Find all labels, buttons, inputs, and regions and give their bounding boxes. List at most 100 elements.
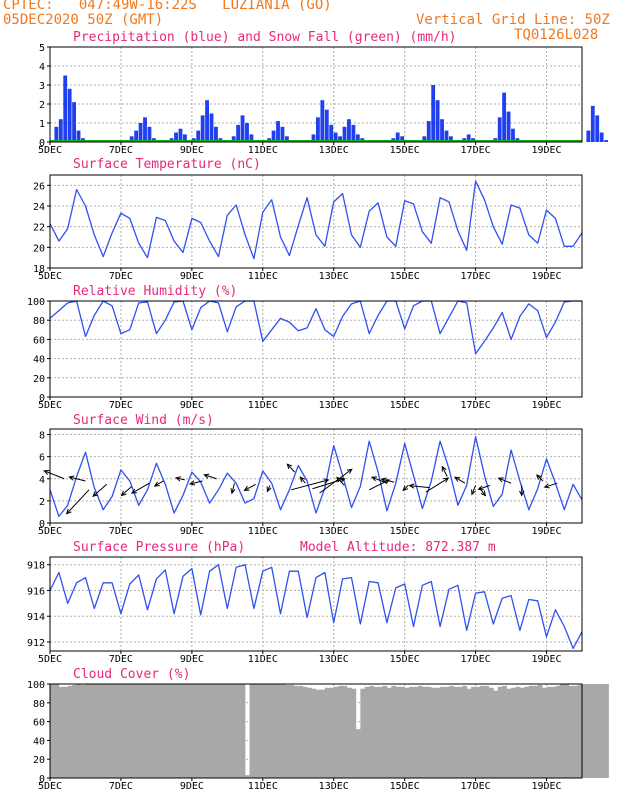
cloud-cover-bar [138,684,144,778]
wind-arrow [544,482,558,488]
cloud-cover-bar [488,687,494,778]
cloud-cover-bar [169,684,175,778]
x-tick-label: 15DEC [390,654,420,665]
cloud-cover-bar [67,685,73,778]
x-tick-label: 11DEC [248,654,278,665]
cloud-cover-bar [533,685,538,778]
cloud-cover-bar [449,685,454,778]
x-tick-label: 5DEC [38,654,62,665]
cloud-cover-bar [253,684,259,778]
cloud-cover-bar [595,684,601,778]
panel-frame [49,683,583,779]
wind-arrow [471,485,477,495]
precip-bar [435,100,440,142]
header-location: CPTEC: 047:49W-16:22S LUZIANIA (GO) [3,0,332,13]
x-tick-label: 9DEC [180,271,204,282]
x-tick-label: 5DEC [38,526,62,537]
y-tick-label: 100 [27,297,45,308]
wind-arrow [286,463,296,473]
wind-arrow [244,483,256,491]
cloud-cover-bar [351,688,357,778]
wind-arrow [368,479,390,491]
cloud-cover-bar [471,686,476,778]
cloud-cover-bar [262,684,268,778]
cloud-cover-bar [386,687,392,778]
precip-bar [67,88,72,142]
y-tick-label: 40 [33,355,45,366]
wind-arrow [425,477,449,493]
y-tick-label: 3 [39,81,45,92]
cloud-cover-bar [382,685,388,778]
x-tick-label: 19DEC [531,654,561,665]
y-tick-label: 60 [33,335,45,346]
cloud-cover-bar [112,684,117,778]
cloud-cover-bar [280,684,286,778]
panel-frame [49,46,583,143]
wind-arrow-head [535,474,542,480]
precip-bar [174,132,178,142]
cloud-cover-bar [360,688,366,778]
x-tick-label: 13DEC [319,145,349,156]
cloud-cover-bar [400,686,405,778]
cloud-cover-bar [85,684,91,778]
x-tick-label: 17DEC [461,654,491,665]
panel-title: Surface Temperature (nC) [73,157,261,172]
cloud-cover-bar [191,684,197,778]
precip-bar [449,136,453,142]
wind-arrow-head [203,473,210,479]
y-tick-label: 912 [27,638,45,649]
precip-bar [134,130,139,142]
x-tick-label: 17DEC [461,400,491,411]
x-tick-label: 15DEC [390,400,420,411]
precip-bar [72,102,76,142]
x-tick-label: 13DEC [319,654,349,665]
cloud-cover-bar [440,686,445,778]
precip-bar [231,136,236,142]
cloud-cover-bar [81,684,86,778]
cloud-cover-bar [200,684,206,778]
cloud-cover-bar [320,689,326,778]
series-line [49,436,583,518]
x-tick-label: 19DEC [531,400,561,411]
precip-bar [54,126,59,142]
x-tick-label: 9DEC [180,781,204,792]
wind-arrow-head [120,490,127,497]
cloud-cover-bar [258,684,264,778]
cloud-cover-bar [298,685,303,778]
wind-arrow-head [497,477,504,483]
cloud-cover-bar [160,684,166,778]
panel-title: Surface Pressure (hPa) [73,540,245,555]
y-tick-label: 5 [39,43,45,54]
series-line [49,564,583,650]
cloud-cover-bar [524,686,530,778]
cloud-cover-bar [54,684,60,778]
y-tick-label: 20 [33,755,45,766]
precip-bar [497,117,502,142]
wind-arrow [381,478,395,483]
cloud-cover-bar [564,684,569,778]
precip-bar [147,126,152,142]
precip-bar [338,136,342,142]
y-tick-label: 40 [33,736,45,747]
cloud-cover-bar [550,686,556,778]
cloud-cover-bar [311,688,317,778]
precip-bar [280,126,285,142]
x-tick-label: 7DEC [109,526,133,537]
panel-1 [47,46,608,145]
precip-bar [347,119,351,142]
cloud-cover-bar [209,684,215,778]
y-tick-label: 0 [39,138,45,149]
x-tick-label: 13DEC [319,526,349,537]
cloud-cover-bar [475,686,481,778]
x-tick-label: 7DEC [109,781,133,792]
panel-3 [47,300,583,400]
cloud-cover-bar [58,686,64,778]
wind-arrow [121,486,132,496]
cloud-cover-bar [107,684,113,778]
wind-arrow-head [153,481,160,487]
wind-arrow-head [266,486,272,493]
cloud-cover-bar [391,685,397,778]
x-tick-label: 15DEC [390,781,420,792]
y-tick-label: 914 [27,612,45,623]
precip-bar [444,130,449,142]
